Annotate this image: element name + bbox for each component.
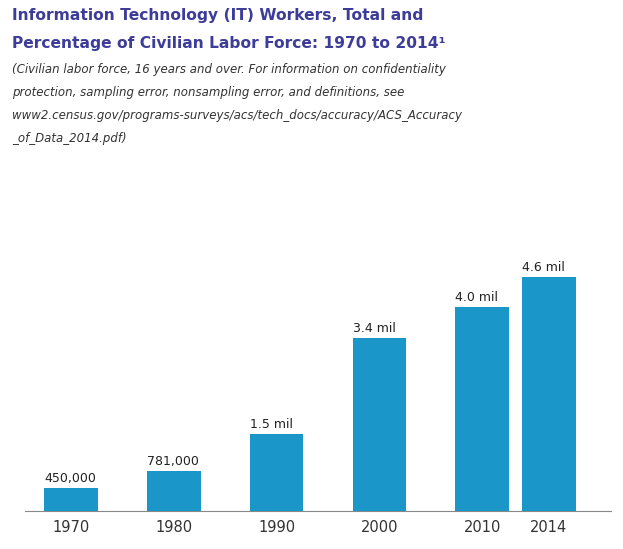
Text: Percentage of Civilian Labor Force: 1970 to 2014¹: Percentage of Civilian Labor Force: 1970… <box>12 36 446 51</box>
Text: 4.0 mil: 4.0 mil <box>455 291 498 304</box>
Text: (Civilian labor force, 16 years and over. For information on confidentiality: (Civilian labor force, 16 years and over… <box>12 63 446 76</box>
Bar <box>353 338 406 511</box>
Text: 1.5 mil: 1.5 mil <box>250 418 293 432</box>
Bar <box>522 277 576 511</box>
Bar <box>44 488 98 511</box>
Text: 3.4 mil: 3.4 mil <box>353 322 396 335</box>
Bar <box>455 307 509 511</box>
Text: www2.census.gov/programs-surveys/acs/tech_docs/accuracy/ACS_Accuracy: www2.census.gov/programs-surveys/acs/tec… <box>12 109 462 122</box>
Text: Information Technology (IT) Workers, Total and: Information Technology (IT) Workers, Tot… <box>12 8 424 23</box>
Text: 781,000: 781,000 <box>147 455 199 468</box>
Text: protection, sampling error, nonsampling error, and definitions, see: protection, sampling error, nonsampling … <box>12 86 405 99</box>
Bar <box>250 434 303 511</box>
Bar <box>147 471 201 511</box>
Text: _of_Data_2014.pdf): _of_Data_2014.pdf) <box>12 132 127 145</box>
Text: 4.6 mil: 4.6 mil <box>522 261 565 274</box>
Text: 450,000: 450,000 <box>44 472 97 485</box>
